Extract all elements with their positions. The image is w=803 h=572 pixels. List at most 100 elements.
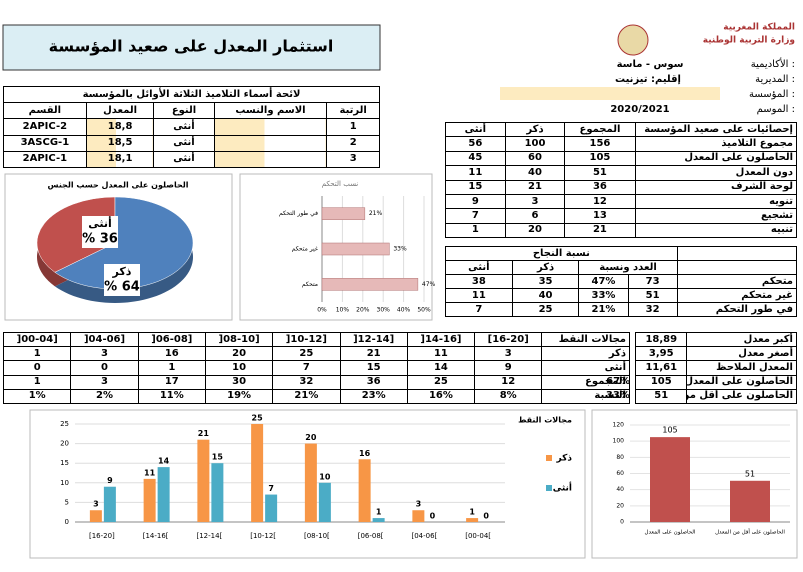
x-tick-label: [00-04[ [465,532,491,540]
x-tick-label: [12-14[ [196,532,222,540]
cell: 20 [504,222,566,239]
row-label: المعدل الملاحظ [686,360,797,376]
cell: 100 [504,136,566,152]
name-masked [213,134,328,152]
gender: أنثى [153,150,215,169]
cell: 8% [474,388,543,405]
percent: 47% [578,274,629,289]
cell: 1 [137,360,206,376]
name-masked [213,150,328,169]
cell: 23% [339,388,408,405]
bar [321,278,419,291]
bar [358,459,371,522]
legend-label: أنثى [553,482,572,494]
table-row: النسبة 8% 16% 23% 21% 19% 11% 2% 1% [2,388,630,405]
bar [197,439,210,522]
x-tick-label: الحاصلون على أقل من المعدل [715,528,785,536]
table-row: أصغر معدل 3,95 [601,346,797,362]
table-row: الرتبة الاسم والنسب النوع المعدل القسم [3,102,380,120]
row-label: تشجيع [634,208,798,224]
value-label: 1 [376,508,382,517]
value-label: 47% [422,281,436,288]
blank [676,246,798,261]
cell: 51 [564,165,636,181]
name-masked [213,118,328,136]
pie-value-label: 64 % [104,280,140,295]
count: 73 [627,274,678,289]
male: 35 [511,274,580,289]
bar [304,443,317,522]
value-label: 9 [107,476,113,485]
table-row: ذكر 3 11 21 25 20 16 3 1 [2,346,630,362]
table-row: أنثى 9 14 15 7 10 1 0 0 [2,360,630,376]
x-tick-label: 30% [377,307,391,314]
percent [601,361,636,375]
blank [676,260,798,275]
interval: [04-06[ [70,331,139,348]
bar [466,518,479,522]
bar [211,463,224,522]
column-header: النوع [153,102,215,120]
cell: 17 [137,374,206,390]
x-tick-label: [06-08[ [358,532,384,540]
female: 11 [445,288,513,303]
rank: 1 [326,118,380,136]
x-tick-label: 50% [417,307,431,314]
table-row: 3 أنثى 18,1 2APIC-1 [3,150,380,169]
cell: 0 [70,360,139,376]
y-tick-label: 25 [60,420,69,428]
row-label: تنبيه [634,222,798,239]
value-label: 0 [483,512,489,521]
row-label: الحاصلون على المعدل [686,374,797,390]
y-tick-label: في طور التحكم [279,210,318,217]
y-tick-label: 0 [65,518,69,526]
count: 51 [627,288,678,303]
chart-title: الحاصلون على المعدل حسب الجنس [48,181,189,191]
value-label: 11 [144,468,156,477]
bar [103,486,116,522]
season: 2020/2021 [610,104,669,115]
row-label: أصغر معدل [686,346,797,362]
male: 25 [511,302,580,317]
directorate: إقليم: تيزنيت [615,74,681,85]
interval: [08-10[ [204,331,274,348]
pie-value-label: 36 % [82,232,118,247]
x-tick-label: [08-10[ [304,532,330,540]
row-label: في طور التحكم [676,302,798,317]
bar [89,510,102,522]
interval: [12-14[ [339,331,408,348]
rank: 3 [326,150,380,169]
cell: 10 [204,360,274,376]
percent: 67% [606,376,631,388]
legend-label: ذكر [556,454,573,464]
value-label: 16 [359,449,371,458]
cell: 32 [272,374,341,390]
x-tick-label: [04-06[ [411,532,437,540]
percent [601,347,636,361]
table-row: تشجيع 13 6 7 [445,208,798,224]
value-label: 10 [319,472,331,481]
cell: 6 [504,208,566,224]
cell: 19% [204,388,274,405]
cell: 3,95 [635,346,688,362]
value-label: 7 [268,484,274,493]
pie-category: أنثى [88,216,112,230]
cell: 1% [2,388,72,405]
cell: 9 [474,360,543,376]
bar [372,518,385,522]
table-row: مجموع التلاميذ 156 100 56 [445,136,798,152]
gender: أنثى [153,118,215,136]
cell: 1 [2,374,72,390]
cell: 9 [445,193,506,210]
table-row: أكبر معدل 18,89 [601,331,797,348]
value-label: 21% [369,210,383,217]
label-box [82,216,118,248]
cell: 11,61 [635,360,688,376]
cell: 36 [564,179,636,195]
page-title: استثمار المعدل على صعيد المؤسسة [49,37,334,56]
row-label: الحاصلون على المعدل [634,150,798,167]
value-label: 14 [158,457,170,466]
pie-slice [54,196,194,290]
legend-title: مجالات النقط [518,416,572,425]
table-row: في طور التحكم 32 21% 25 7 [445,302,798,317]
